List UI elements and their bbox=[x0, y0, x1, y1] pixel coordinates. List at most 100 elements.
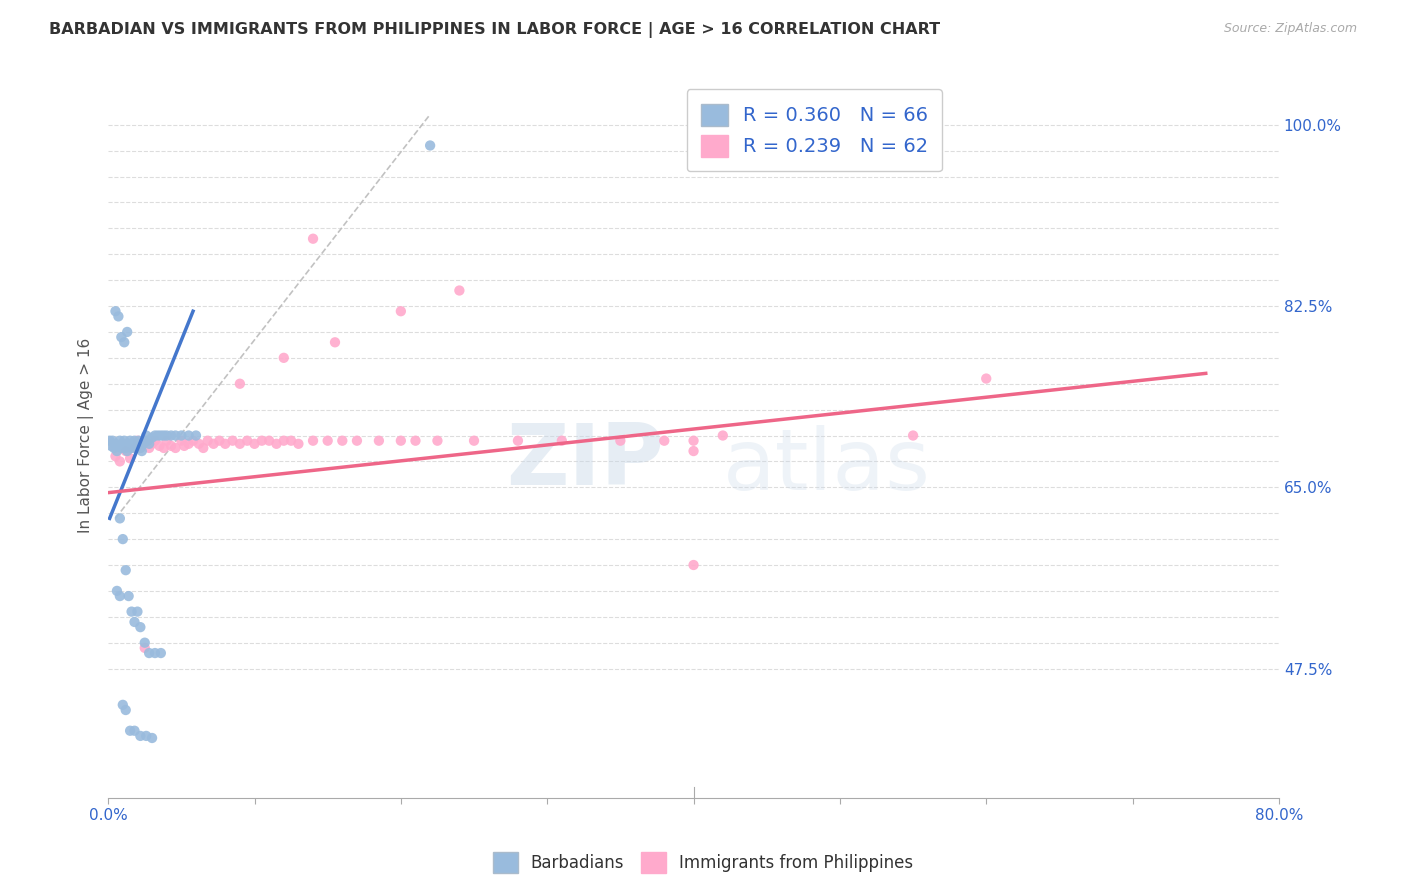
Y-axis label: In Labor Force | Age > 16: In Labor Force | Age > 16 bbox=[79, 338, 94, 533]
Point bbox=[117, 589, 139, 603]
Point bbox=[136, 434, 159, 448]
Point bbox=[287, 437, 309, 451]
Point bbox=[506, 434, 529, 448]
Point bbox=[138, 441, 160, 455]
Point bbox=[100, 439, 122, 453]
Point bbox=[127, 605, 149, 619]
Point bbox=[197, 434, 219, 448]
Point bbox=[273, 351, 295, 365]
Point bbox=[165, 441, 187, 455]
Point bbox=[128, 434, 150, 448]
Point bbox=[323, 335, 346, 350]
Point bbox=[122, 437, 145, 451]
Point bbox=[111, 437, 134, 451]
Point bbox=[110, 441, 132, 455]
Point bbox=[146, 428, 169, 442]
Point bbox=[108, 434, 131, 448]
Point bbox=[419, 138, 441, 153]
Point bbox=[280, 434, 302, 448]
Point bbox=[111, 698, 134, 712]
Point bbox=[104, 304, 127, 318]
Point bbox=[101, 434, 124, 448]
Point bbox=[108, 511, 131, 525]
Text: atlas: atlas bbox=[723, 425, 931, 508]
Text: Source: ZipAtlas.com: Source: ZipAtlas.com bbox=[1223, 22, 1357, 36]
Point bbox=[121, 441, 143, 455]
Point bbox=[115, 325, 138, 339]
Point bbox=[170, 428, 193, 442]
Point bbox=[129, 441, 152, 455]
Point bbox=[367, 434, 389, 448]
Point bbox=[108, 589, 131, 603]
Point bbox=[134, 640, 156, 655]
Point bbox=[143, 428, 166, 442]
Point bbox=[346, 434, 368, 448]
Point bbox=[302, 434, 325, 448]
Point bbox=[134, 434, 156, 448]
Point bbox=[108, 454, 131, 468]
Point bbox=[463, 434, 485, 448]
Point bbox=[112, 335, 135, 350]
Point bbox=[115, 444, 138, 458]
Point bbox=[104, 449, 127, 463]
Point bbox=[156, 428, 179, 442]
Point bbox=[124, 723, 146, 738]
Point bbox=[193, 441, 215, 455]
Legend: Barbadians, Immigrants from Philippines: Barbadians, Immigrants from Philippines bbox=[486, 846, 920, 880]
Point bbox=[112, 434, 135, 448]
Point bbox=[389, 304, 412, 318]
Point bbox=[125, 441, 148, 455]
Point bbox=[330, 434, 353, 448]
Point bbox=[682, 444, 704, 458]
Point bbox=[652, 434, 675, 448]
Point bbox=[148, 439, 170, 453]
Point bbox=[229, 376, 252, 391]
Point bbox=[316, 434, 339, 448]
Point bbox=[177, 428, 200, 442]
Point bbox=[120, 451, 142, 466]
Text: BARBADIAN VS IMMIGRANTS FROM PHILIPPINES IN LABOR FORCE | AGE > 16 CORRELATION C: BARBADIAN VS IMMIGRANTS FROM PHILIPPINES… bbox=[49, 22, 941, 38]
Point bbox=[221, 434, 243, 448]
Point bbox=[135, 428, 157, 442]
Point bbox=[974, 371, 997, 385]
Point bbox=[124, 441, 146, 455]
Point bbox=[149, 646, 172, 660]
Point bbox=[138, 437, 160, 451]
Point bbox=[114, 563, 136, 577]
Point bbox=[120, 434, 142, 448]
Point bbox=[114, 444, 136, 458]
Point bbox=[389, 434, 412, 448]
Point bbox=[202, 437, 225, 451]
Point bbox=[156, 434, 179, 448]
Point bbox=[111, 532, 134, 546]
Point bbox=[426, 434, 449, 448]
Point bbox=[129, 620, 152, 634]
Point bbox=[149, 428, 172, 442]
Point bbox=[110, 330, 132, 344]
Point bbox=[141, 431, 163, 445]
Point bbox=[143, 646, 166, 660]
Point bbox=[114, 441, 136, 455]
Point bbox=[266, 437, 288, 451]
Point bbox=[138, 646, 160, 660]
Point bbox=[129, 441, 152, 455]
Point bbox=[273, 434, 295, 448]
Point bbox=[105, 583, 128, 598]
Point bbox=[187, 437, 209, 451]
Point bbox=[177, 437, 200, 451]
Point bbox=[682, 558, 704, 572]
Point bbox=[107, 310, 129, 324]
Point bbox=[124, 615, 146, 629]
Point bbox=[609, 434, 631, 448]
Point bbox=[132, 437, 155, 451]
Point bbox=[107, 439, 129, 453]
Point bbox=[134, 434, 156, 448]
Point bbox=[236, 434, 259, 448]
Point bbox=[152, 428, 174, 442]
Point bbox=[302, 232, 325, 246]
Point bbox=[160, 439, 183, 453]
Point bbox=[165, 428, 187, 442]
Point bbox=[181, 434, 204, 448]
Point bbox=[121, 605, 143, 619]
Point bbox=[129, 729, 152, 743]
